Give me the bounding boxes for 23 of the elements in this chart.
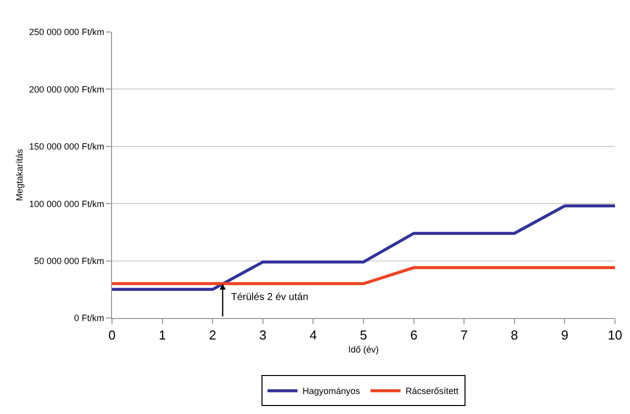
annotation: Térülés 2 év után <box>231 292 308 303</box>
x-tick-label: 5 <box>360 328 368 343</box>
y-tick-label: 50 000 000 Ft/km <box>34 256 104 266</box>
y-axis-title: Megtakarítás <box>14 148 25 202</box>
legend-label: Hagyományos <box>302 386 361 396</box>
y-tick-label: 250 000 000 Ft/km <box>29 27 104 38</box>
line-series <box>112 204 615 291</box>
x-tick-label: 3 <box>259 328 267 343</box>
legend-label: Rácserősített <box>406 386 460 396</box>
y-tick-label: 100 000 000 Ft/km <box>29 198 104 209</box>
x-tick-label: 1 <box>158 328 166 343</box>
x-tick-label: 7 <box>460 328 468 343</box>
x-tick-label: 4 <box>310 328 317 343</box>
y-tick-label: 0 Ft/km <box>74 313 104 324</box>
x-tick-label: 6 <box>410 328 418 343</box>
x-tick-label: 0 <box>108 328 116 343</box>
x-tick-label: 8 <box>510 328 518 343</box>
x-tick-label: 10 <box>608 328 622 343</box>
y-tick-label: 150 000 000 Ft/km <box>29 142 104 152</box>
x-tick-label: 2 <box>208 328 216 343</box>
x-tick-label: 9 <box>561 328 568 343</box>
x-axis-title: Idő (év) <box>348 344 379 354</box>
y-tick-label: 200 000 000 Ft/km <box>29 84 104 94</box>
